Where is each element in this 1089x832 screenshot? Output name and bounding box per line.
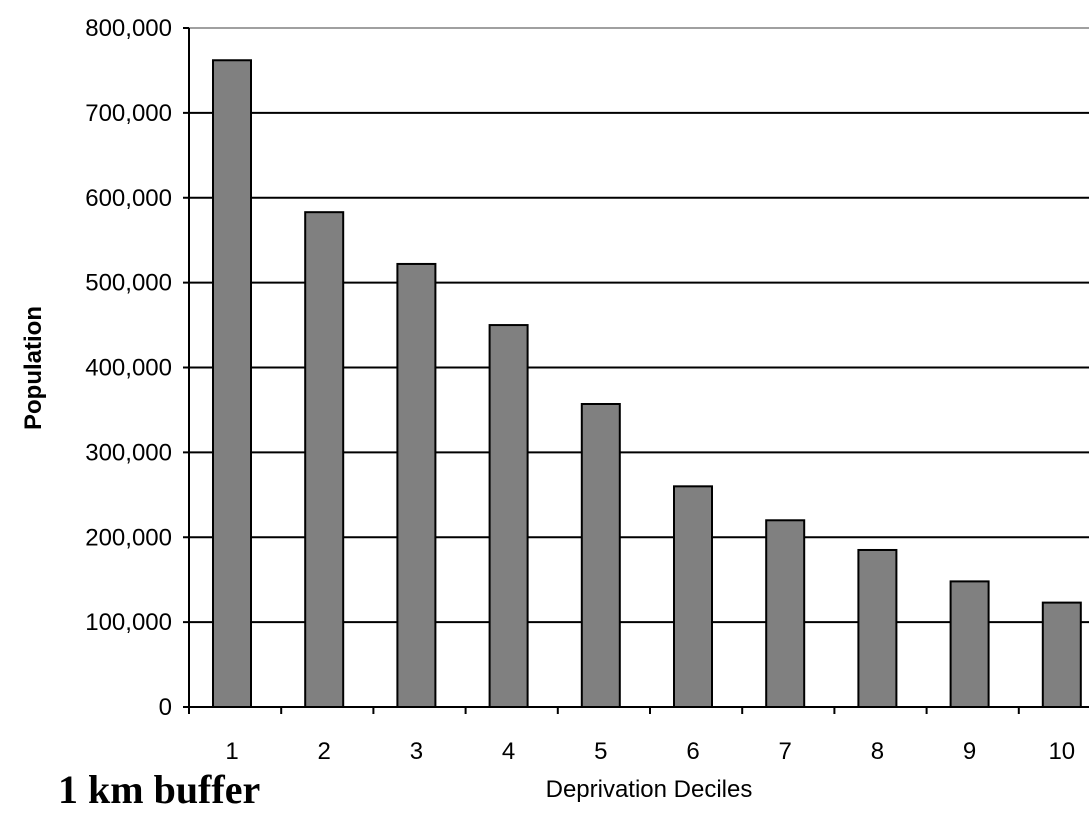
- x-tick-label: 9: [963, 738, 976, 765]
- bar: [673, 485, 713, 709]
- x-tick-label: 10: [1048, 738, 1075, 765]
- bar: [1041, 601, 1082, 709]
- y-tick-labels: 0 100,000 200,000 300,000 400,000 500,000 600,…: [85, 15, 172, 721]
- bar: [396, 262, 437, 708]
- x-tick-label: 6: [686, 738, 699, 765]
- x-tick-labels: 1 2 3 4 5 6 7 8 9 10: [225, 738, 1075, 765]
- chart-caption: 1 km buffer: [58, 767, 260, 812]
- bar: [304, 211, 345, 709]
- x-tick-label: 1: [225, 738, 238, 765]
- x-tick-label: 5: [594, 738, 607, 765]
- y-tick-label: 700,000: [85, 100, 172, 127]
- axes: [188, 28, 1089, 714]
- bar: [765, 519, 806, 709]
- x-tick-label: 3: [410, 738, 423, 765]
- bar: [857, 548, 898, 709]
- y-tick-label: 600,000: [85, 185, 172, 212]
- bar: [488, 324, 529, 708]
- y-tick-label: 400,000: [85, 355, 172, 382]
- bars: [212, 59, 1082, 709]
- x-tick-label: 2: [318, 738, 331, 765]
- y-tick-label: 200,000: [85, 524, 172, 551]
- x-tick-label: 4: [502, 738, 515, 765]
- y-tick-label: 800,000: [85, 15, 172, 42]
- y-tick-label: 0: [159, 694, 172, 721]
- x-axis-title: Deprivation Deciles: [546, 776, 753, 803]
- x-tick-label: 7: [779, 738, 792, 765]
- bar: [580, 402, 621, 708]
- bar: [212, 59, 252, 708]
- bar: [949, 580, 990, 709]
- y-axis-title: Population: [20, 306, 47, 430]
- y-tick-label: 300,000: [85, 439, 172, 466]
- x-tick-label: 8: [871, 738, 884, 765]
- y-tick-label: 100,000: [85, 609, 172, 636]
- y-tick-label: 500,000: [85, 270, 172, 297]
